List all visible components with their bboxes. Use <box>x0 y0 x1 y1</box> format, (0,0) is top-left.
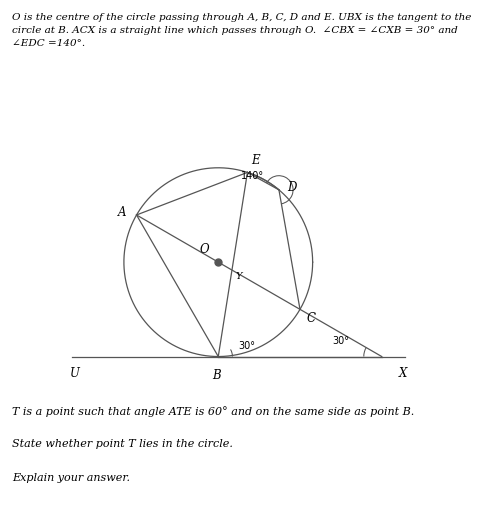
Text: A: A <box>118 206 126 219</box>
Text: State whether point T lies in the circle.: State whether point T lies in the circle… <box>12 439 233 449</box>
Text: 140°: 140° <box>241 171 264 180</box>
Text: O is the centre of the circle passing through A, B, C, D and E. UBX is the tange: O is the centre of the circle passing th… <box>12 13 471 48</box>
Text: 30°: 30° <box>238 341 255 351</box>
Text: O: O <box>199 244 209 256</box>
Text: T is a point such that angle ATE is 60° and on the same side as point B.: T is a point such that angle ATE is 60° … <box>12 406 414 417</box>
Text: 30°: 30° <box>332 336 350 346</box>
Text: E: E <box>251 154 260 167</box>
Text: B: B <box>212 369 221 382</box>
Text: U: U <box>70 367 80 380</box>
Text: C: C <box>307 312 316 325</box>
Text: Explain your answer.: Explain your answer. <box>12 473 130 483</box>
Text: Y: Y <box>236 272 242 281</box>
Text: X: X <box>399 367 408 380</box>
Text: D: D <box>287 181 297 194</box>
